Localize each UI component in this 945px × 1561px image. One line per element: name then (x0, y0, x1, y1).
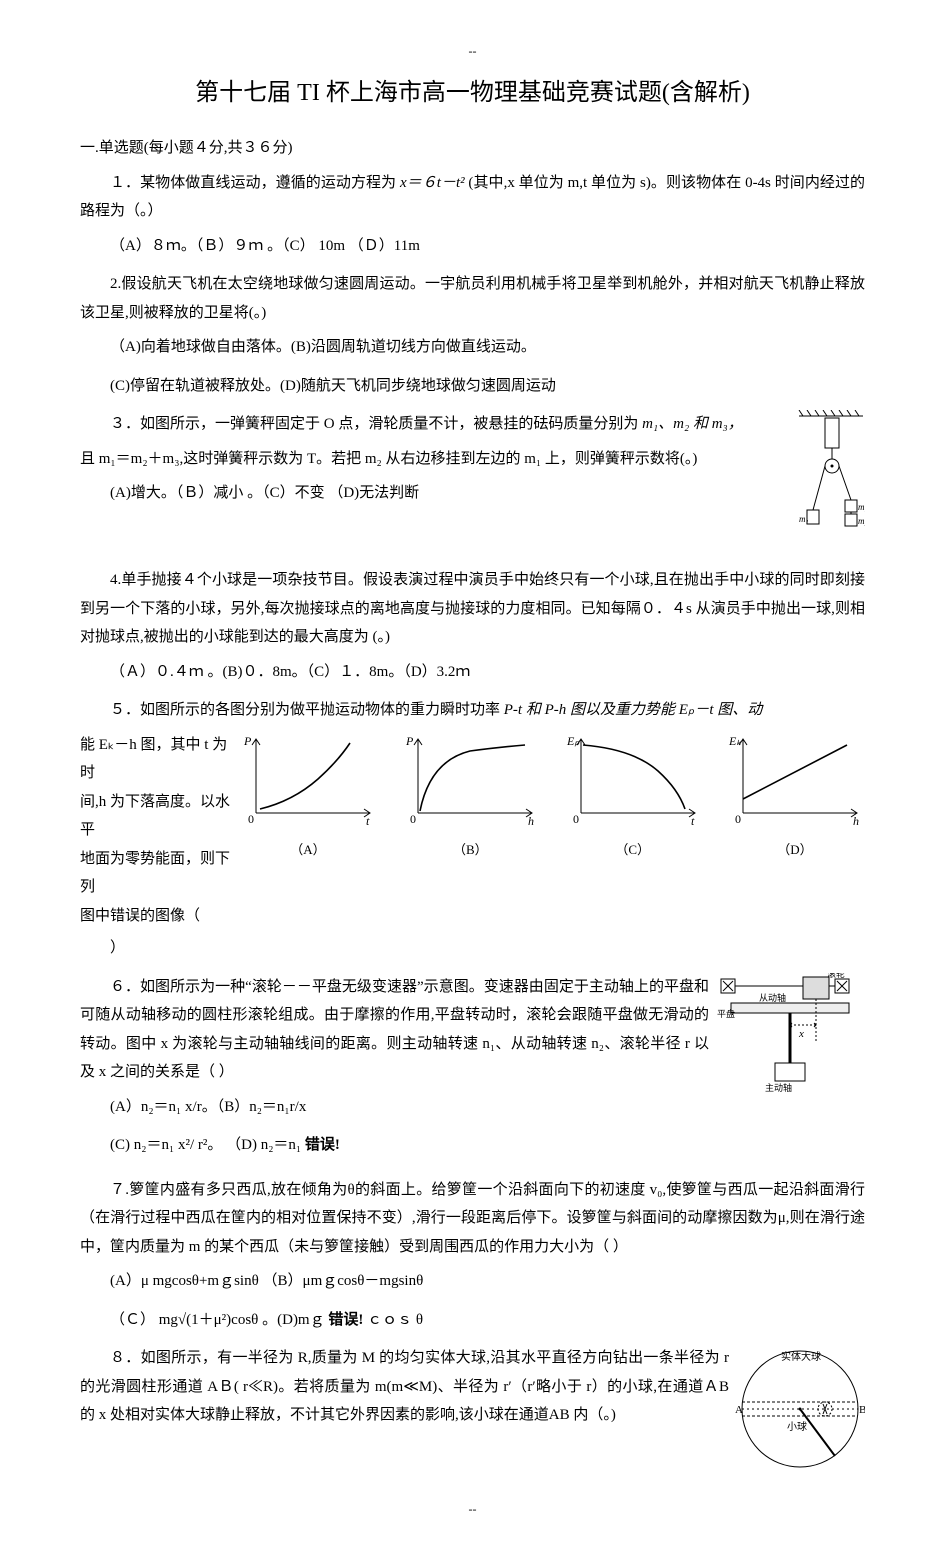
svg-text:从动轴: 从动轴 (759, 992, 786, 1003)
q5-l1: 能 Eₖ－h 图，其中 t 为时 (80, 731, 230, 788)
chart-a: P 0 t （A） (238, 731, 378, 863)
q5-text-a: ５．如图所示的各图分别为做平抛运动物体的重力瞬时功率 (110, 702, 504, 718)
q7-opts-2: （Ｃ） mg√(1＋μ²)cosθ 。(D)mｇ 错误! ｃｏｓ θ (80, 1306, 865, 1335)
q3-figure: m₁ m₂ m₃ (797, 410, 865, 560)
q3-text-a: ３．如图所示，一弹簧秤固定于 O 点，滑轮质量不计，被悬挂的砝码质量分别为 (110, 416, 642, 432)
q5-charts: P 0 t （A） P 0 h （B） (238, 731, 865, 863)
chart-d-label: （D） (725, 838, 865, 863)
chart-c-label: （C） (563, 838, 703, 863)
chart-c-svg: Eₚ 0 t (563, 731, 703, 826)
q1-equation: x＝６t－t² (400, 175, 465, 191)
svg-text:P: P (243, 734, 252, 748)
q6-error-text: 错误! (305, 1137, 340, 1153)
q3-stem-b: 且 m₁＝m₂＋m₃,这时弹簧秤示数为 T。若把 m₂ 从右边移挂到左边的 m₁… (80, 445, 865, 474)
q5-l4: 图中错误的图像（ (80, 902, 230, 931)
chart-b-label: （B） (400, 838, 540, 863)
svg-text:主动轴: 主动轴 (765, 1082, 792, 1093)
q5-l3: 地面为零势能面，则下列 (80, 845, 230, 902)
svg-text:0: 0 (248, 812, 254, 826)
chart-c: Eₚ 0 t （C） (563, 731, 703, 863)
q4-options: （Ａ）０.４ｍ 。(B)０．8m。（C）１．8m。（D）3.2ｍ (80, 658, 865, 687)
svg-text:0: 0 (735, 812, 741, 826)
svg-text:平盘: 平盘 (717, 1008, 735, 1019)
q1-stem: １．某物体做直线运动，遵循的运动方程为 x＝６t－t² (其中,x 单位为 m,… (80, 169, 865, 226)
svg-text:小球: 小球 (787, 1420, 807, 1433)
chart-d-svg: Eₖ 0 h (725, 731, 865, 826)
svg-text:t: t (366, 814, 370, 826)
chart-b: P 0 h （B） (400, 731, 540, 863)
footer-dash: -- (80, 1498, 865, 1521)
svg-text:x: x (798, 1028, 804, 1040)
q3-options: (A)增大。（Ｂ）减小 。（C）不变 （D)无法判断 (80, 479, 865, 508)
chart-a-label: （A） (238, 838, 378, 863)
q4-stem: 4.单手抛接４个小球是一项杂技节目。假设表演过程中演员手中始终只有一个小球,且在… (80, 566, 865, 652)
chart-b-svg: P 0 h (400, 731, 540, 826)
page-title: 第十七届 TI 杯上海市高一物理基础竞赛试题(含解析) (80, 71, 865, 117)
chart-a-svg: P 0 t (238, 731, 378, 826)
svg-text:0: 0 (410, 812, 416, 826)
q3-block: m₁ m₂ m₃ ３．如图所示，一弹簧秤固定于 O 点，滑轮质量不计，被悬挂的砝… (80, 410, 865, 508)
q6-opts-2: (C) n₂＝n₁ x²/ r²。 （D) n₂＝n₁ 错误! (80, 1131, 865, 1160)
svg-text:m₁: m₁ (799, 514, 809, 524)
q5-l2: 间,h 为下落高度。以水平 (80, 788, 230, 845)
svg-text:Eₚ: Eₚ (566, 734, 580, 748)
top-dash: -- (80, 40, 865, 63)
q6-line2-text: (C) n₂＝n₁ x²/ r²。 （D) n₂＝n₁ (110, 1137, 301, 1153)
svg-text:A: A (735, 1404, 743, 1416)
q7-stem: ７.箩筐内盛有多只西瓜,放在倾角为θ的斜面上。给箩筐一个沿斜面向下的初速度 v₀… (80, 1176, 865, 1262)
svg-text:m₂: m₂ (858, 502, 865, 512)
q6-block: 从动轴 滚轮 平盘 主动轴 x ６．如图所示为一种“滚轮－－平盘无级变速器”示意… (80, 973, 865, 1160)
svg-text:P: P (405, 734, 414, 748)
svg-text:滚轮: 滚轮 (827, 973, 845, 979)
q8-block: 实体大球 A B 小球 ８．如图所示，有一半径为 R,质量为 M 的均匀实体大球… (80, 1344, 865, 1430)
q1-text-a: １．某物体做直线运动，遵循的运动方程为 (110, 175, 400, 191)
q8-figure: 实体大球 A B 小球 (735, 1344, 865, 1474)
q7-opts-1: (A）μ mgcosθ+mｇsinθ （B）μmｇcosθ－mgsinθ (80, 1267, 865, 1296)
q7-tail: ｃｏｓ θ (367, 1312, 423, 1328)
q3-masses: m₁、m₂ 和 m₃， (642, 416, 743, 432)
q7-error-text: 错误! (328, 1312, 363, 1328)
q6-figure: 从动轴 滚轮 平盘 主动轴 x (715, 973, 865, 1093)
svg-text:B: B (859, 1404, 865, 1416)
q2-opts-1: （A)向着地球做自由落体。(B)沿圆周轨道切线方向做直线运动。 (80, 333, 865, 362)
q5-left-text: 能 Eₖ－h 图，其中 t 为时 间,h 为下落高度。以水平 地面为零势能面，则… (80, 731, 230, 931)
svg-text:h: h (853, 814, 859, 826)
q5-row: 能 Eₖ－h 图，其中 t 为时 间,h 为下落高度。以水平 地面为零势能面，则… (80, 731, 865, 931)
q1-options: （A）８ｍ。（Ｂ）９ｍ 。（C） 10m （Ｄ）11m (80, 232, 865, 261)
q3-stem: ３．如图所示，一弹簧秤固定于 O 点，滑轮质量不计，被悬挂的砝码质量分别为 m₁… (80, 410, 865, 439)
q7-line2-text: （Ｃ） mg√(1＋μ²)cosθ 。(D)mｇ (110, 1312, 325, 1328)
q5-labels: P-t 和 P-h 图以及重力势能 Eₚ－t 图、动 (504, 702, 763, 718)
q2-opts-2: (C)停留在轨道被释放处。(D)随航天飞机同步绕地球做匀速圆周运动 (80, 372, 865, 401)
svg-text:Eₖ: Eₖ (728, 734, 742, 748)
q5-l5: ） (80, 934, 865, 963)
chart-d: Eₖ 0 h （D） (725, 731, 865, 863)
q2-stem: 2.假设航天飞机在太空绕地球做匀速圆周运动。一宇航员利用机械手将卫星举到机舱外，… (80, 270, 865, 327)
svg-text:h: h (528, 814, 534, 826)
svg-text:m₃: m₃ (858, 516, 865, 526)
section-heading: 一.单选题(每小题４分,共３６分) (80, 134, 865, 163)
svg-text:实体大球: 实体大球 (781, 1350, 821, 1363)
svg-text:t: t (691, 814, 695, 826)
q5-stem: ５．如图所示的各图分别为做平抛运动物体的重力瞬时功率 P-t 和 P-h 图以及… (80, 696, 865, 725)
svg-text:0: 0 (573, 812, 579, 826)
q6-opts-1: (A）n₂＝n₁ x/r。（B）n₂＝n₁r/x (80, 1093, 865, 1122)
